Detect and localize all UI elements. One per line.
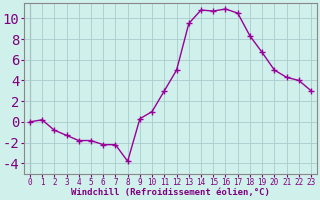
X-axis label: Windchill (Refroidissement éolien,°C): Windchill (Refroidissement éolien,°C) (71, 188, 270, 197)
